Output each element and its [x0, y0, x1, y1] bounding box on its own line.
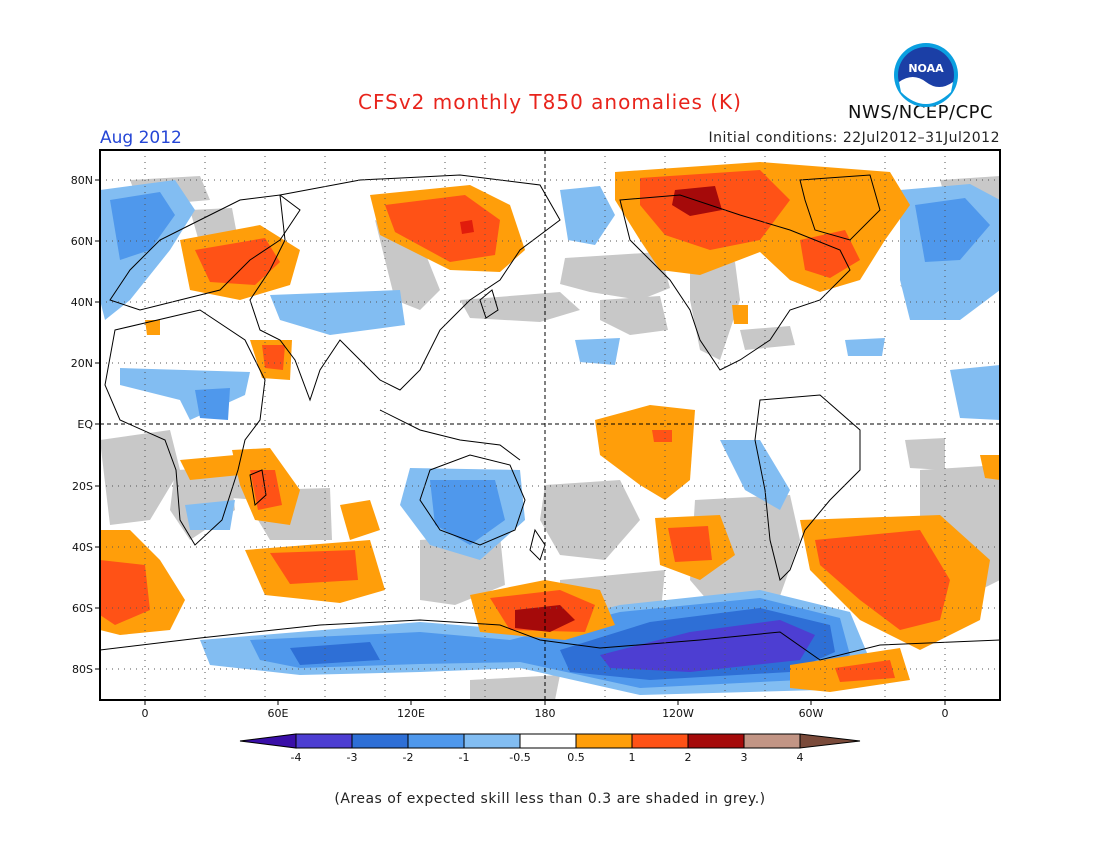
- colorbar-label: -2: [402, 751, 414, 764]
- equator-dateline: [100, 150, 1000, 700]
- colorbar-bin: [239, 733, 297, 749]
- lon-label: 120W: [662, 707, 694, 720]
- colorbar-bin: [407, 733, 465, 749]
- colorbar-bin: [631, 733, 689, 749]
- colorbar-label: 4: [796, 751, 804, 764]
- initial-conditions-label: Initial conditions: 22Jul2012–31Jul2012: [708, 130, 1000, 146]
- lat-label: 80S: [72, 663, 93, 676]
- lon-label: 60E: [267, 707, 289, 720]
- colorbar-label: 0.5: [567, 751, 585, 764]
- colorbar-bin: [799, 733, 861, 749]
- colorbar-bin: [575, 733, 633, 749]
- colorbar-label: -4: [290, 751, 302, 764]
- chart-title: CFSv2 monthly T850 anomalies (K): [358, 90, 742, 114]
- anomaly-shading: [100, 162, 1000, 700]
- colorbar-bin: [743, 733, 801, 749]
- lat-label: 80N: [70, 174, 93, 187]
- lat-label: 40S: [72, 541, 93, 554]
- map-frame: [99, 149, 1001, 701]
- lon-label: 0: [141, 707, 149, 720]
- warm-anomalies: [100, 162, 1000, 692]
- noaa-logo-text: NOAA: [908, 62, 944, 75]
- lat-label: 40N: [70, 296, 93, 309]
- lat-label: 20N: [70, 357, 93, 370]
- lon-label: 60W: [798, 707, 824, 720]
- colorbar-label: -1: [458, 751, 470, 764]
- colorbar-label: -0.5: [509, 751, 531, 764]
- colorbar-bin: [351, 733, 409, 749]
- skill-footnote: (Areas of expected skill less than 0.3 a…: [334, 791, 766, 807]
- lon-label: 180: [534, 707, 556, 720]
- valid-month-label: Aug 2012: [100, 128, 182, 148]
- noaa-logo-icon: NOAA: [893, 42, 959, 108]
- colorbar-label: 1: [628, 751, 636, 764]
- lat-label: 20S: [72, 480, 93, 493]
- colorbar-bin: [687, 733, 745, 749]
- lat-label: 60N: [70, 235, 93, 248]
- colorbar-bin: [295, 733, 353, 749]
- coastlines: [100, 174, 1000, 661]
- lat-label: EQ: [77, 418, 93, 431]
- colorbar-bin: [519, 733, 577, 749]
- colorbar-label: -3: [346, 751, 358, 764]
- lat-label: 60S: [72, 602, 93, 615]
- cold-anomalies: [100, 180, 1000, 695]
- agency-label: NWS/NCEP/CPC: [848, 102, 994, 123]
- lon-label: 0: [941, 707, 949, 720]
- colorbar-bin: [463, 733, 521, 749]
- colorbar-label: 2: [684, 751, 692, 764]
- colorbar-label: 3: [740, 751, 748, 764]
- colorbar: [239, 733, 861, 749]
- graticule: [100, 150, 1000, 700]
- lon-label: 120E: [397, 707, 425, 720]
